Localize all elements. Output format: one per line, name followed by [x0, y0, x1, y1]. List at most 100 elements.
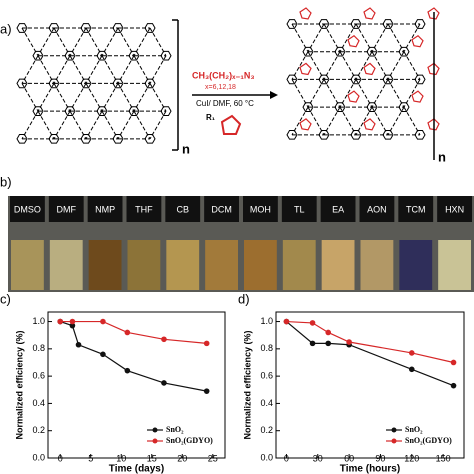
benzene-ring	[286, 74, 298, 85]
panel-label: c)	[0, 291, 11, 306]
x-axis-label: Time (hours)	[340, 464, 400, 474]
benzene-ring	[318, 130, 330, 140]
triazole	[220, 114, 242, 135]
vial-liquid	[360, 240, 394, 290]
data-point	[309, 320, 316, 326]
arrow-head	[270, 91, 278, 99]
triazole	[411, 34, 424, 48]
data-point	[408, 350, 415, 356]
data-point	[309, 340, 316, 347]
solvent-label: EA	[332, 204, 344, 214]
benzene-ring	[64, 106, 76, 116]
benzene-ring	[302, 102, 314, 112]
benzene-ring	[414, 74, 426, 85]
benzene-ring	[80, 134, 92, 144]
benzene-ring	[414, 19, 426, 29]
benzene-ring	[160, 50, 172, 61]
data-point	[450, 359, 457, 366]
y-tick-label: 1.0	[260, 316, 273, 326]
x-tick-label: 20	[177, 453, 187, 463]
benzene-ring	[414, 130, 426, 140]
vial-cap	[320, 196, 356, 222]
solvent-label: DMF	[57, 204, 77, 214]
data-point	[75, 341, 82, 348]
x-tick-label: 90	[375, 453, 385, 463]
vial-cap	[243, 196, 278, 222]
triazole	[363, 62, 376, 76]
vial-liquid	[127, 240, 161, 290]
y-tick-label: 0.2	[260, 425, 273, 435]
series-line	[60, 320, 207, 392]
benzene-ring	[302, 46, 314, 57]
data-point	[100, 351, 106, 358]
y-axis-label: Normalized efficiency (%)	[14, 330, 24, 439]
vial-liquid	[321, 240, 355, 290]
benzene-ring	[16, 78, 28, 89]
benzene-ring	[398, 46, 410, 57]
data-point	[346, 339, 352, 345]
triazole	[347, 34, 360, 48]
vial-cap	[398, 196, 434, 222]
plot-frame	[47, 311, 226, 459]
y-tick-label: 0.4	[32, 398, 45, 408]
data-point	[124, 329, 131, 336]
benzene-ring	[334, 46, 346, 57]
data-point	[450, 382, 457, 389]
benzene-ring	[334, 102, 346, 112]
triazole	[363, 7, 376, 20]
benzene-ring	[112, 23, 124, 33]
data-point	[57, 318, 64, 325]
benzene-ring	[382, 74, 394, 85]
panel-label: a)	[0, 21, 12, 36]
data-point	[325, 329, 332, 336]
reagent: CH₃(CH₂)ₓ₋₁N₃	[192, 70, 255, 80]
triazole	[427, 7, 440, 20]
benzene-ring	[160, 106, 172, 116]
vial-cap	[87, 196, 123, 222]
benzene-ring	[80, 78, 92, 89]
triazole	[411, 90, 424, 103]
legend-marker	[152, 438, 158, 444]
benzene-ring	[48, 78, 60, 89]
benzene-ring	[96, 50, 108, 61]
benzene-ring	[382, 19, 394, 29]
x-tick-label: 120	[404, 453, 419, 463]
benzene-ring	[128, 106, 140, 116]
condition: x=6,12,18	[205, 84, 236, 91]
legend-marker	[391, 438, 397, 444]
y-tick-label: 0.2	[32, 425, 45, 435]
vials: DMSO DMF NMP THF CB DCM MOH TL EA AON TCM HXN	[10, 196, 472, 290]
y-tick-label: 0.0	[32, 452, 45, 462]
x-tick-label: 15	[147, 453, 157, 463]
plot-frame	[275, 311, 465, 459]
solvent-label: DMSO	[14, 204, 41, 214]
x-tick-label: 10	[116, 453, 126, 463]
vial-liquid	[88, 240, 122, 290]
data-point	[203, 340, 210, 347]
benzene-ring	[366, 102, 378, 112]
triazole	[347, 90, 360, 103]
condition: CuI/ DMF, 60 °C	[196, 99, 254, 108]
benzene-ring	[144, 23, 156, 33]
data-point	[203, 388, 210, 394]
x-tick-label: 150	[436, 453, 451, 463]
solvent-label: MOH	[250, 204, 271, 214]
benzene-ring	[350, 74, 362, 85]
benzene-ring	[144, 78, 156, 89]
benzene-ring	[32, 106, 44, 116]
solvent-label: NMP	[95, 204, 115, 214]
benzene-ring	[350, 19, 362, 29]
data-point	[69, 322, 76, 329]
x-tick-label: 0	[58, 453, 63, 463]
vial-liquid	[399, 240, 433, 290]
vial-liquid	[49, 240, 83, 290]
y-axis-label: Normalized efficiency (%)	[242, 330, 252, 439]
x-axis-label: Time (days)	[109, 464, 164, 474]
data-point	[161, 336, 167, 343]
vial-cap	[281, 196, 317, 222]
benzene-ring	[64, 50, 76, 61]
series-line	[286, 320, 454, 364]
series-line	[60, 320, 207, 344]
y-tick-label: 0.8	[260, 343, 273, 353]
repeat-n: n	[438, 149, 446, 164]
